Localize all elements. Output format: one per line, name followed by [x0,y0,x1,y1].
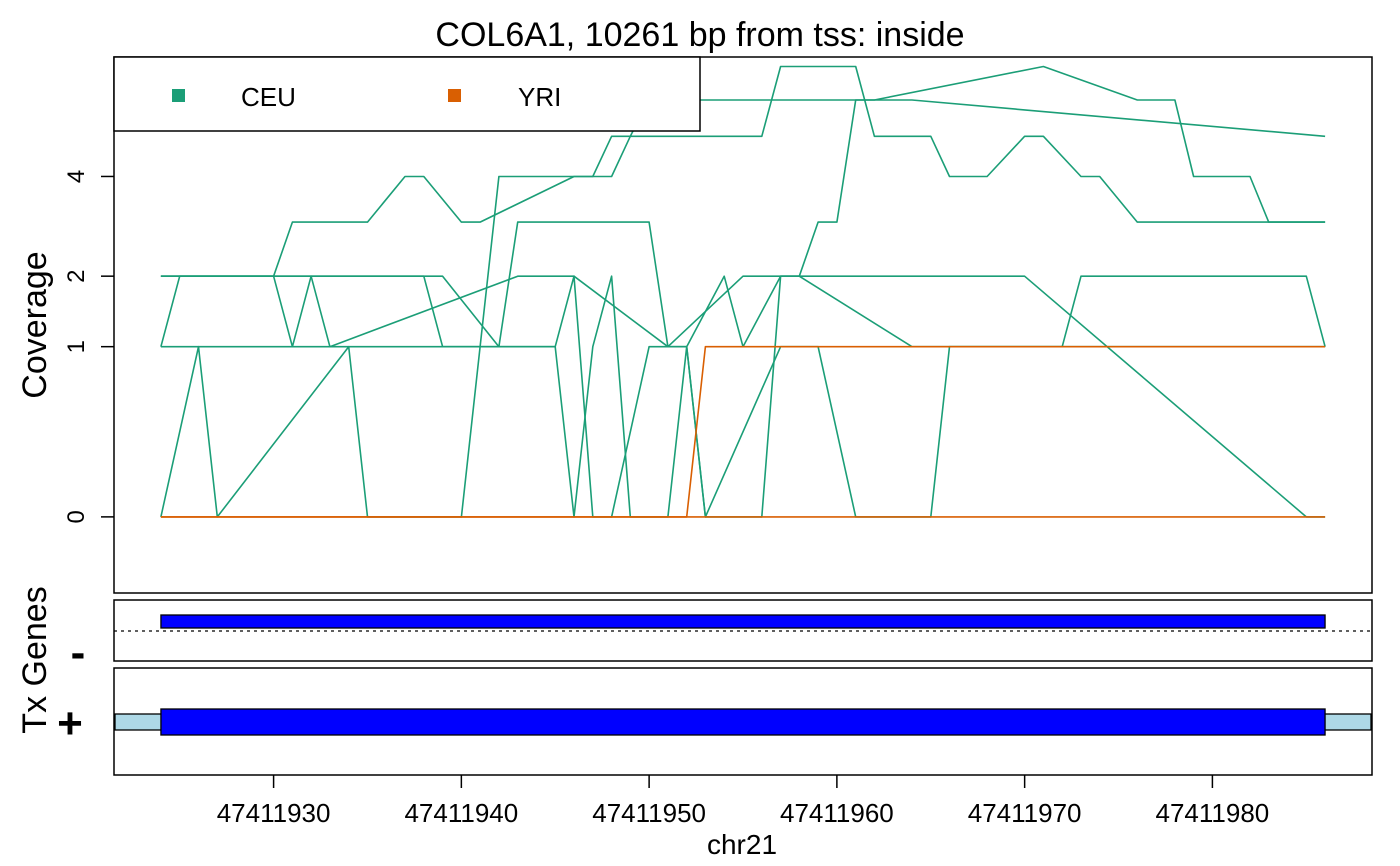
series-line-ceu [160,99,1326,518]
plus-strand-label: + [57,699,83,748]
legend-label-ceu: CEU [241,82,296,112]
y-tick-label: 0 [63,510,90,523]
series-line-ceu [160,275,1326,518]
legend-swatch-yri [448,89,461,102]
y-axis-label: Coverage [16,251,54,398]
x-tick-label: 47411970 [968,798,1082,828]
y-axis: 0 1 2 4 [63,170,114,524]
track-axis-label: Tx Genes [16,586,54,733]
legend-frame [113,56,701,132]
chart-title: COL6A1, 10261 bp from tss: inside [435,16,964,54]
minus-strand-label: - [71,628,86,677]
legend: CEU YRI [113,56,701,132]
x-tick-label: 47411980 [1156,798,1270,828]
legend-label-yri: YRI [518,82,561,112]
x-tick-label: 47411940 [404,798,518,828]
series-line-ceu [160,275,1326,518]
gene-track-minus-frame [113,599,1373,662]
x-tick-label: 47411950 [592,798,706,828]
legend-swatch-ceu [172,89,185,102]
y-tick-label: 2 [63,269,90,282]
x-axis-label: chr21 [707,829,777,860]
x-axis: 47411930 47411940 47411950 47411960 47411970… [217,775,1270,828]
series-line-ceu [160,275,1326,518]
gene-track-minus-exon [160,614,1326,629]
coverage-series [160,65,1326,518]
coverage-panel-frame [113,56,1373,594]
y-tick-label: 4 [63,170,90,183]
x-tick-label: 47411960 [780,798,894,828]
x-tick-label: 47411930 [217,798,331,828]
y-tick-label: 1 [63,340,90,353]
gene-track-plus-exon [160,708,1326,736]
series-line-ceu [160,65,1326,347]
gene-track-plus-frame [113,667,1373,776]
